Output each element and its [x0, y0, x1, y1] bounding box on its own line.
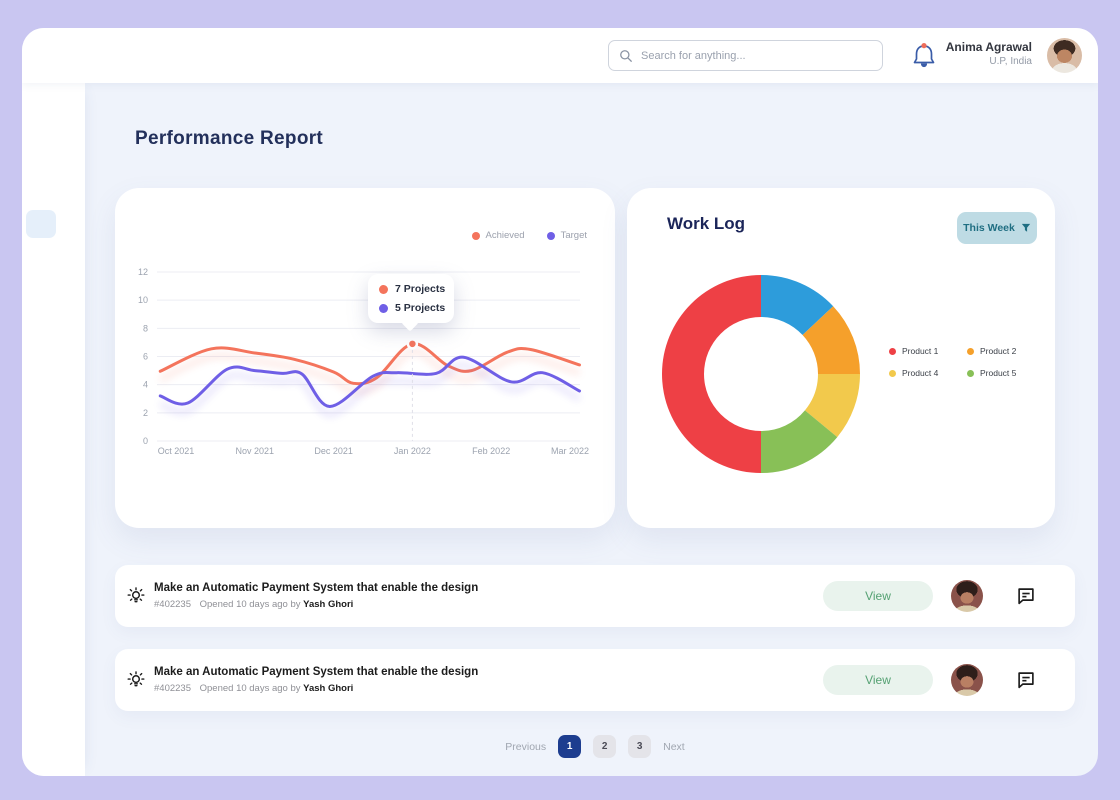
svg-text:Dec 2021: Dec 2021 [314, 446, 353, 456]
task-subtitle: #402235 Opened 10 days ago by Yash Ghori [154, 599, 823, 610]
task-opened-text: Opened 10 days ago by [200, 599, 301, 610]
app-window: Search for anything... Anima Agrawal U.P… [22, 28, 1098, 776]
chat-icon [1015, 669, 1037, 691]
legend-item-achieved: Achieved [472, 230, 525, 241]
user-location: U.P, India [946, 56, 1032, 67]
task-id: #402235 [154, 683, 191, 694]
this-week-filter-button[interactable]: This Week [957, 212, 1037, 244]
assignee-avatar[interactable] [951, 664, 983, 696]
legend-label-achieved: Achieved [486, 230, 525, 241]
legend-label-product5: Product 5 [980, 368, 1016, 378]
task-opened-text: Opened 10 days ago by [200, 683, 301, 694]
task-texts: Make an Automatic Payment System that en… [154, 666, 823, 694]
idea-bulb-icon [125, 585, 147, 607]
svg-text:Oct 2021: Oct 2021 [158, 446, 195, 456]
task-texts: Make an Automatic Payment System that en… [154, 582, 823, 610]
achieved-dot-icon [472, 232, 480, 240]
donut-segment-product-1 [662, 275, 761, 473]
task-title: Make an Automatic Payment System that en… [154, 666, 823, 678]
comment-button[interactable] [1015, 585, 1037, 607]
task-id: #402235 [154, 599, 191, 610]
user-avatar[interactable] [1047, 38, 1082, 73]
this-week-label: This Week [963, 222, 1015, 234]
task-author: Yash Ghori [303, 683, 353, 694]
legend-item-product1: Product 1 [889, 346, 967, 356]
search-placeholder: Search for anything... [641, 50, 746, 62]
assignee-avatar[interactable] [951, 580, 983, 612]
tooltip-target-value: 5 Projects [395, 302, 445, 314]
notification-bell-icon[interactable] [911, 42, 937, 70]
pagination: Previous 1 2 3 Next [115, 735, 1075, 758]
sidebar-item-active[interactable] [26, 210, 56, 238]
svg-text:0: 0 [143, 436, 148, 446]
performance-chart-card: 0 2 4 6 8 10 12 Oct 2021 Nov 2021 Dec 2021 Jan 202… [115, 188, 615, 528]
svg-text:6: 6 [143, 352, 148, 362]
tooltip-target-dot-icon [379, 304, 388, 313]
pagination-previous[interactable]: Previous [505, 741, 546, 753]
tooltip-achieved-value: 7 Projects [395, 283, 445, 295]
task-subtitle: #402235 Opened 10 days ago by Yash Ghori [154, 683, 823, 694]
pagination-next[interactable]: Next [663, 741, 685, 753]
svg-text:10: 10 [138, 295, 148, 305]
work-log-donut-chart[interactable] [662, 275, 860, 473]
svg-text:4: 4 [143, 380, 148, 390]
target-dot-icon [547, 232, 555, 240]
legend-item-product5: Product 5 [967, 368, 1045, 378]
view-button[interactable]: View [823, 665, 933, 695]
topbar: Search for anything... Anima Agrawal U.P… [22, 28, 1098, 83]
user-info: Anima Agrawal U.P, India [946, 40, 1032, 67]
page-title: Performance Report [135, 128, 323, 150]
search-icon [619, 49, 633, 63]
notification-dot [921, 43, 926, 48]
product2-dot-icon [967, 348, 974, 355]
legend-item-product4: Product 4 [889, 368, 967, 378]
pagination-page-1[interactable]: 1 [558, 735, 581, 758]
svg-text:12: 12 [138, 267, 148, 277]
legend-item-target: Target [547, 230, 587, 241]
highlighted-data-point [408, 339, 417, 348]
chart-tooltip: 7 Projects 5 Projects [368, 274, 454, 323]
legend-item-product2: Product 2 [967, 346, 1045, 356]
idea-bulb-icon [125, 669, 147, 691]
legend-label-target: Target [561, 230, 587, 241]
user-name: Anima Agrawal [946, 40, 1032, 54]
line-chart-legend: Achieved Target [472, 230, 588, 241]
svg-text:Jan 2022: Jan 2022 [394, 446, 431, 456]
pagination-page-3[interactable]: 3 [628, 735, 651, 758]
comment-button[interactable] [1015, 669, 1037, 691]
work-log-card: Work Log This Week Product 1 Product 2 P… [627, 188, 1055, 528]
product1-dot-icon [889, 348, 896, 355]
pagination-page-2[interactable]: 2 [593, 735, 616, 758]
task-author: Yash Ghori [303, 599, 353, 610]
view-button[interactable]: View [823, 581, 933, 611]
task-title: Make an Automatic Payment System that en… [154, 582, 823, 594]
sidebar [22, 83, 85, 776]
svg-text:Nov 2021: Nov 2021 [236, 446, 275, 456]
svg-text:Mar 2022: Mar 2022 [551, 446, 589, 456]
svg-text:Feb 2022: Feb 2022 [472, 446, 510, 456]
legend-label-product4: Product 4 [902, 368, 938, 378]
tooltip-achieved-dot-icon [379, 285, 388, 294]
svg-text:8: 8 [143, 323, 148, 333]
svg-text:2: 2 [143, 408, 148, 418]
donut-legend: Product 1 Product 2 Product 4 Product 5 [889, 346, 1045, 378]
task-row: Make an Automatic Payment System that en… [115, 649, 1075, 711]
legend-label-product1: Product 1 [902, 346, 938, 356]
filter-icon [1021, 223, 1031, 233]
work-log-title: Work Log [667, 214, 745, 234]
search-input[interactable]: Search for anything... [608, 40, 883, 71]
product4-dot-icon [889, 370, 896, 377]
product5-dot-icon [967, 370, 974, 377]
chat-icon [1015, 585, 1037, 607]
task-row: Make an Automatic Payment System that en… [115, 565, 1075, 627]
legend-label-product2: Product 2 [980, 346, 1016, 356]
